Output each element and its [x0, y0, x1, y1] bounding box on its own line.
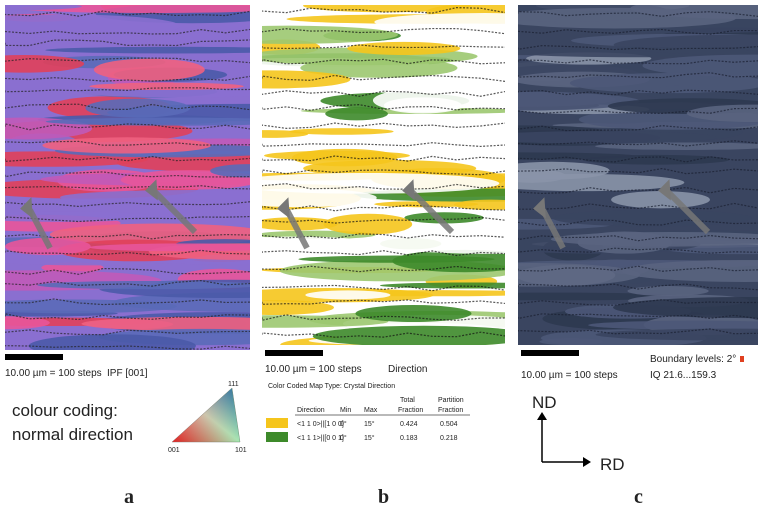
grain	[305, 290, 390, 299]
grain	[577, 231, 672, 253]
triangle-label: 111	[228, 381, 239, 388]
swatch	[266, 432, 288, 442]
table-cell: <1 1 1>||[0 0 1]	[297, 435, 344, 442]
table-cell: 0°	[340, 420, 347, 428]
maps	[0, 0, 758, 358]
scale-bar	[265, 350, 323, 356]
panel-label: b	[378, 486, 389, 508]
coding-text: colour coding:	[12, 401, 118, 420]
legend-title: Color Coded Map Type: Crystal Direction	[268, 383, 395, 390]
boundary-swatch	[740, 356, 744, 362]
axis-label: ND	[532, 393, 557, 412]
grain	[303, 345, 522, 354]
grain	[325, 107, 388, 120]
table-cell: 15°	[364, 420, 375, 428]
grain	[89, 243, 280, 251]
arrow-head	[583, 457, 591, 467]
grain	[476, 131, 718, 143]
table-rows: <1 1 0>||[1 0 0]0°15°0.4240.504<1 1 1>||…	[297, 420, 458, 442]
grain	[553, 210, 752, 227]
boundary-levels: Boundary levels: 2°	[650, 354, 736, 365]
scale-bar	[5, 354, 63, 360]
scale-text: 10.00 µm = 100 steps	[265, 364, 362, 375]
grain	[627, 286, 708, 296]
scale-text: 10.00 µm = 100 steps	[521, 370, 618, 381]
triangle-label: 101	[235, 447, 247, 454]
grain	[611, 191, 710, 208]
figure: 10.00 µm = 100 steps IPF [001] colour co…	[0, 0, 758, 511]
arrow-head	[537, 412, 547, 420]
grain	[355, 305, 471, 322]
table-cell: 0.424	[400, 421, 418, 428]
ipf-triangle-tint	[172, 388, 240, 442]
grain	[94, 59, 205, 81]
panel-label: a	[124, 486, 134, 508]
table-cell: 0°	[340, 434, 347, 442]
scale-text: 10.00 µm = 100 steps	[5, 368, 102, 379]
grain	[347, 42, 460, 55]
table-header: Fraction	[398, 407, 423, 414]
coding-text: normal direction	[12, 425, 133, 444]
table-header: Fraction	[438, 407, 463, 414]
grain	[298, 256, 494, 263]
swatch	[266, 418, 288, 428]
grain	[494, 8, 736, 29]
grain	[46, 118, 299, 126]
table-header: Total	[400, 397, 415, 404]
iq-range: IQ 21.6...159.3	[650, 370, 717, 381]
triangle-label: 001	[168, 447, 180, 454]
table-cell: 15°	[364, 434, 375, 442]
table-cell: 0.218	[440, 435, 458, 442]
grain	[384, 97, 462, 113]
grain	[227, 173, 499, 194]
panel-label: c	[634, 486, 643, 508]
grain	[494, 162, 610, 180]
map-type: IPF [001]	[107, 368, 148, 379]
axis-label: RD	[600, 455, 625, 474]
table-header: Max	[364, 407, 378, 414]
table-cell: 0.504	[440, 421, 458, 428]
scale-bar	[521, 350, 579, 356]
map-type: Direction	[388, 364, 427, 375]
table-cell: 0.183	[400, 435, 418, 442]
table-header: Partition	[438, 397, 464, 404]
table-header: Direction	[297, 407, 325, 414]
table-header: Min	[340, 407, 351, 414]
grain	[539, 338, 602, 345]
grain	[313, 326, 535, 347]
table-cell: <1 1 0>||[1 0 0]	[297, 421, 344, 428]
grain	[434, 136, 502, 157]
